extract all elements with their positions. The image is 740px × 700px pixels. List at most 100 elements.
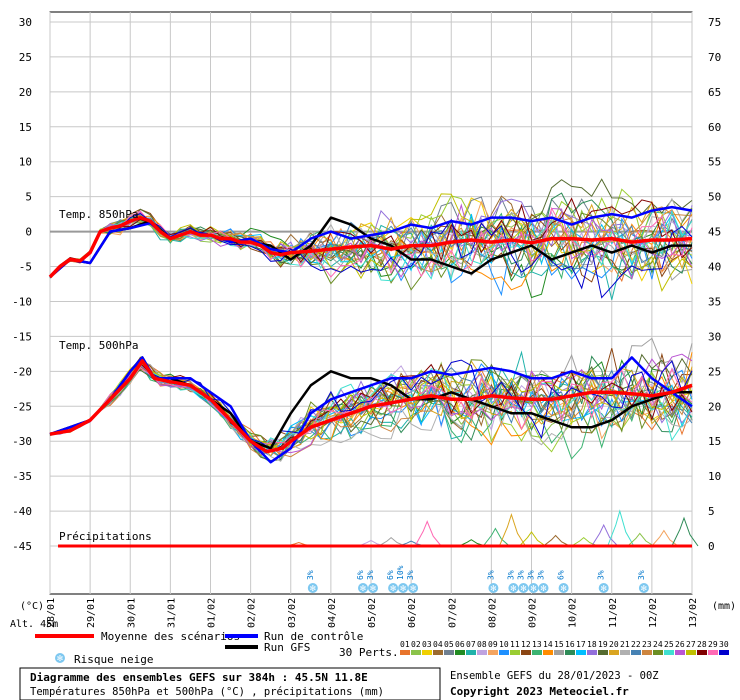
chart-grid	[49, 11, 693, 595]
snow-icon	[358, 583, 368, 593]
snow-percent: 3%	[486, 570, 495, 580]
right-tick-label: 65	[708, 86, 721, 99]
snow-glyph: ✻	[540, 584, 547, 593]
altitude-label: Alt. 45m	[10, 619, 58, 630]
perturbation-id: 03	[422, 640, 432, 649]
snow-icon	[508, 583, 519, 593]
perturbation-swatch	[708, 650, 718, 655]
perturbation-id: 18	[587, 640, 597, 649]
mean-500-line	[49, 359, 693, 454]
perturbation-swatch	[411, 650, 421, 655]
x-axis-label: 06/02	[407, 598, 418, 628]
left-tick-label: -35	[12, 470, 32, 483]
perturbation-swatch	[719, 650, 729, 655]
perturbation-swatch	[686, 650, 696, 655]
snow-glyph: ✻	[641, 584, 648, 593]
x-axis-label: 09/02	[528, 598, 539, 628]
snow-icon	[388, 583, 399, 593]
right-tick-label: 0	[708, 540, 715, 553]
snow-marker: ✻ 6%	[557, 570, 569, 593]
snow-icon	[408, 583, 419, 593]
perturbation-swatch	[653, 650, 663, 655]
perturbations-label: 30 Perts.	[339, 646, 399, 659]
right-tick-label: 60	[708, 121, 721, 134]
snow-icon	[488, 583, 499, 593]
snow-glyph: ✻	[360, 584, 367, 593]
left-tick-label: 15	[19, 121, 32, 134]
perturbation-swatch	[598, 650, 608, 655]
precip-event	[459, 539, 486, 547]
x-axis-label: 04/02	[327, 598, 338, 628]
perturbation-id: 07	[466, 640, 476, 649]
snow-percent: 6%	[557, 570, 566, 580]
perturbation-id: 13	[532, 640, 542, 649]
snow-glyph: ✻	[400, 584, 407, 593]
precip-event	[498, 512, 526, 547]
snow-marker: ✻ 10%	[396, 565, 409, 593]
snow-icon	[598, 583, 609, 593]
perturbation-id: 29	[708, 640, 718, 649]
left-tick-label: -40	[12, 505, 32, 518]
snow-glyph: ✻	[390, 584, 397, 593]
perturbation-swatch	[664, 650, 674, 655]
perturbation-id: 17	[576, 640, 586, 649]
right-tick-label: 20	[708, 400, 721, 413]
precipitation-bars	[58, 509, 699, 548]
left-tick-label: -30	[12, 435, 32, 448]
precip-event	[627, 532, 655, 547]
t850-panel-label: Temp. 850hPa	[59, 208, 138, 221]
legend-mean-label: Moyenne des scénarios	[101, 630, 240, 643]
right-tick-label: 5	[708, 505, 715, 518]
perturbation-swatch	[587, 650, 597, 655]
left-tick-label: -5	[19, 261, 32, 274]
snow-glyph: ✻	[370, 584, 377, 593]
perturbation-swatch	[543, 650, 553, 655]
precip-panel-label: Précipitations	[59, 530, 152, 543]
snow-marker: ✻ 3%	[486, 570, 499, 593]
right-tick-label: 35	[708, 295, 721, 308]
perturbation-swatch	[521, 650, 531, 655]
left-tick-label: -45	[12, 540, 32, 553]
footer-title-box	[19, 667, 441, 700]
snow-percent: 3%	[517, 570, 526, 580]
perturbation-swatch	[642, 650, 652, 655]
precip-event	[543, 534, 570, 547]
perturbation-swatch	[433, 650, 443, 655]
left-tick-label: -25	[12, 400, 32, 413]
snow-icon	[518, 583, 529, 593]
perturbation-swatch	[554, 650, 564, 655]
t500-panel-label: Temp. 500hPa	[59, 339, 138, 352]
x-axis-label: 05/02	[367, 598, 378, 628]
perturbation-id: 20	[609, 640, 619, 649]
snow-icon	[538, 583, 549, 593]
snow-icon	[528, 583, 539, 593]
right-tick-label: 10	[708, 470, 721, 483]
main-series	[48, 205, 693, 464]
ensemble-member-line	[49, 204, 693, 291]
ensemble-member-line	[49, 364, 693, 458]
right-tick-label: 70	[708, 51, 721, 64]
left-tick-label: 20	[19, 86, 32, 99]
right-tick-label: 30	[708, 330, 721, 343]
right-tick-label: 55	[708, 156, 721, 169]
perturbation-id: 27	[686, 640, 696, 649]
perturbation-id: 15	[554, 640, 564, 649]
x-axis-label: 07/02	[447, 598, 458, 628]
snow-percent: 3%	[406, 570, 415, 580]
right-tick-label: 75	[708, 16, 721, 29]
x-axis-label: 10/02	[568, 598, 579, 628]
perturbation-swatch	[455, 650, 465, 655]
perturbation-legend: 01 02 03 04 05 06 07 08 09 10 11 12 13 14 15 16 17 18 19 20…	[400, 640, 729, 655]
perturbation-id: 05	[444, 640, 454, 649]
x-axis-label: 08/02	[487, 598, 498, 628]
svg-text:✻: ✻	[57, 654, 64, 663]
snow-glyph: ✻	[600, 584, 607, 593]
left-tick-label: -20	[12, 365, 32, 378]
perturbation-id: 28	[697, 640, 707, 649]
x-axis-label: 02/02	[247, 598, 258, 628]
perturbation-id: 25	[664, 640, 674, 649]
left-axis-unit: (°C)	[20, 601, 44, 612]
left-tick-label: 25	[19, 51, 32, 64]
snow-icon	[638, 583, 649, 593]
snow-icon	[398, 583, 409, 593]
